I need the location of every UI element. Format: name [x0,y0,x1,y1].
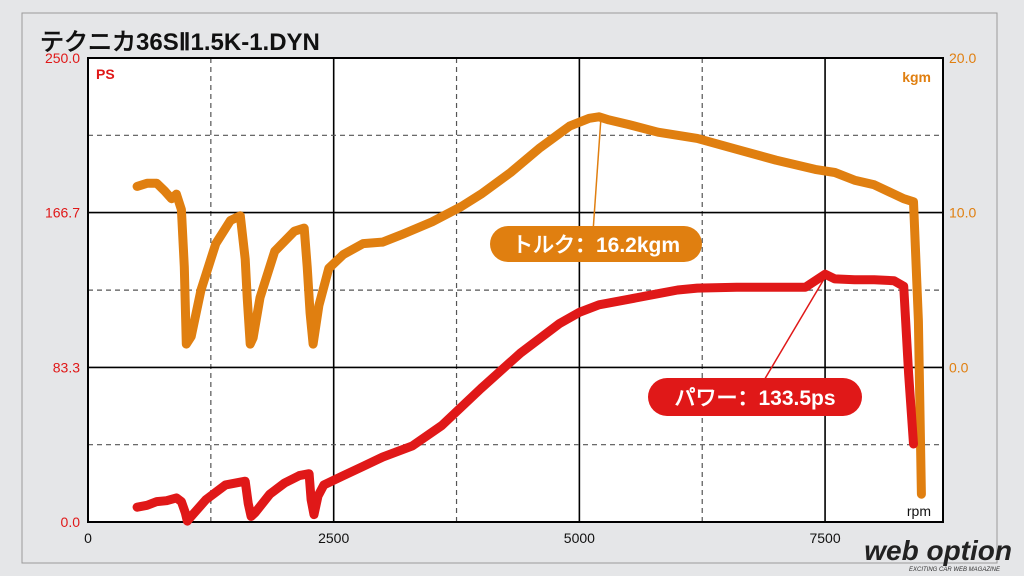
x-tick-label: 7500 [809,530,840,546]
web-option-logo: web option EXCITING CAR WEB MAGAZINE [864,535,1012,573]
y-axis-left-label: PS [96,66,115,82]
chart-border [21,12,998,564]
torque-callout-badge [490,226,702,262]
x-tick-label: 5000 [564,530,595,546]
series-lines [132,112,926,526]
power-callout-text: パワー：133.5ps [674,387,835,410]
torque-curve [132,112,926,499]
y-right-tick-label: 10.0 [949,205,976,221]
x-tick-label: 0 [84,530,92,546]
y-left-tick-label: 0.0 [61,514,81,530]
power-curve [132,269,918,526]
y-axis-right-label: kgm [902,69,931,85]
power-callout-leader [762,276,826,383]
axis-ticks: 0 2500 5000 7500 0.0 83.3 166.7 250.0 0.0 10.0 20.… [45,50,977,546]
torque-callout-leader [592,116,602,233]
torque-callout-text: トルク：16.2kgm [512,234,680,257]
x-axis-label: rpm [907,503,931,519]
y-right-tick-label: 20.0 [949,50,976,66]
y-left-tick-label: 250.0 [45,50,80,66]
logo-text: web option [864,535,1012,566]
y-left-tick-label: 166.7 [45,205,80,221]
x-tick-label: 2500 [318,530,349,546]
y-left-tick-label: 83.3 [53,359,80,375]
y-right-tick-label: 0.0 [949,359,969,375]
plot-border [87,57,944,523]
power-callout-badge [648,378,862,416]
callouts: トルク：16.2kgm パワー：133.5ps [490,116,862,416]
chart-labels: テクニカ36SⅡ1.5K-1.DYN PS kgm rpm [40,29,931,519]
logo-tagline: EXCITING CAR WEB MAGAZINE [909,567,1001,573]
chart-title: テクニカ36SⅡ1.5K-1.DYN [40,29,320,56]
